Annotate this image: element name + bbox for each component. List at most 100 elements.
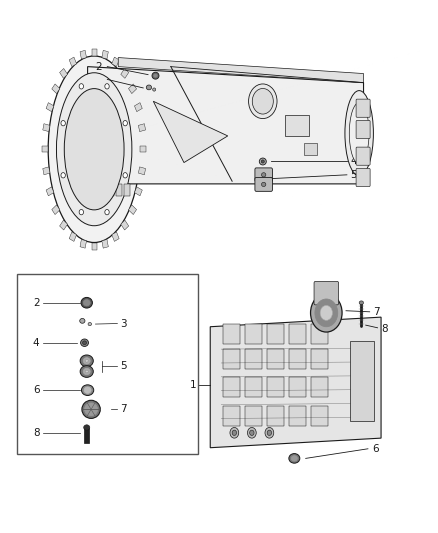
Ellipse shape: [261, 182, 266, 187]
Bar: [285, 115, 309, 136]
Ellipse shape: [152, 88, 155, 91]
FancyArrowPatch shape: [124, 224, 125, 225]
Text: 3: 3: [120, 319, 127, 329]
Polygon shape: [52, 205, 60, 215]
Text: 1: 1: [190, 380, 196, 390]
Ellipse shape: [85, 370, 88, 373]
Polygon shape: [121, 220, 129, 230]
Polygon shape: [52, 84, 60, 94]
Ellipse shape: [247, 427, 256, 438]
Ellipse shape: [232, 430, 237, 435]
Bar: [245, 406, 262, 426]
Ellipse shape: [105, 84, 109, 89]
Polygon shape: [134, 103, 142, 111]
Text: 8: 8: [381, 324, 388, 334]
Ellipse shape: [83, 358, 90, 364]
Ellipse shape: [82, 400, 100, 418]
Text: 5: 5: [350, 170, 357, 180]
Bar: [223, 406, 240, 426]
Text: 4: 4: [350, 157, 357, 166]
Bar: [311, 349, 328, 369]
Ellipse shape: [267, 430, 272, 435]
Bar: [17, 274, 198, 454]
Polygon shape: [69, 57, 77, 67]
Polygon shape: [69, 232, 77, 241]
Bar: [267, 406, 284, 426]
Ellipse shape: [80, 318, 85, 323]
Ellipse shape: [261, 160, 265, 163]
Polygon shape: [118, 58, 364, 83]
Ellipse shape: [79, 209, 84, 215]
Ellipse shape: [80, 355, 93, 367]
Bar: [245, 349, 262, 369]
Polygon shape: [80, 50, 86, 59]
Polygon shape: [43, 167, 50, 175]
Bar: [116, 184, 122, 196]
Ellipse shape: [81, 297, 92, 308]
Bar: [84, 428, 89, 443]
Bar: [223, 349, 240, 369]
FancyArrowPatch shape: [63, 224, 64, 225]
Text: 3: 3: [95, 75, 102, 84]
Bar: [289, 406, 306, 426]
Polygon shape: [42, 146, 48, 152]
Ellipse shape: [152, 72, 159, 79]
Text: 6: 6: [372, 444, 379, 454]
Bar: [100, 184, 106, 196]
Ellipse shape: [289, 454, 300, 463]
Polygon shape: [92, 49, 97, 56]
Ellipse shape: [82, 341, 87, 345]
Ellipse shape: [230, 427, 239, 438]
Ellipse shape: [123, 120, 127, 126]
Bar: [77, 184, 83, 196]
Polygon shape: [134, 187, 142, 196]
Bar: [289, 377, 306, 397]
FancyBboxPatch shape: [255, 168, 272, 182]
Bar: [267, 349, 284, 369]
Ellipse shape: [80, 366, 93, 377]
Polygon shape: [112, 57, 119, 67]
Ellipse shape: [320, 305, 332, 320]
FancyBboxPatch shape: [356, 147, 370, 165]
Ellipse shape: [261, 173, 266, 177]
FancyArrowPatch shape: [132, 209, 133, 210]
FancyBboxPatch shape: [356, 168, 370, 187]
Ellipse shape: [252, 88, 273, 114]
Ellipse shape: [315, 299, 338, 327]
Ellipse shape: [61, 173, 65, 178]
Ellipse shape: [123, 173, 127, 178]
Bar: [245, 324, 262, 344]
Polygon shape: [88, 67, 364, 184]
Polygon shape: [102, 239, 108, 248]
FancyArrowPatch shape: [132, 88, 133, 89]
Ellipse shape: [64, 88, 124, 210]
Text: 5: 5: [120, 361, 127, 371]
Polygon shape: [210, 317, 381, 448]
Ellipse shape: [84, 387, 91, 393]
Ellipse shape: [85, 359, 88, 362]
Text: 2: 2: [95, 62, 102, 71]
Polygon shape: [46, 103, 54, 111]
FancyBboxPatch shape: [255, 177, 272, 191]
Ellipse shape: [79, 84, 84, 89]
Text: 6: 6: [33, 385, 39, 395]
Bar: [223, 324, 240, 344]
Bar: [304, 143, 317, 155]
Polygon shape: [153, 101, 228, 163]
Bar: [267, 324, 284, 344]
FancyBboxPatch shape: [314, 281, 339, 305]
Ellipse shape: [61, 120, 65, 126]
Bar: [350, 341, 374, 421]
Ellipse shape: [291, 456, 297, 461]
Ellipse shape: [105, 209, 109, 215]
Ellipse shape: [81, 385, 94, 395]
Polygon shape: [102, 50, 108, 59]
Bar: [245, 377, 262, 397]
Ellipse shape: [81, 339, 88, 346]
Ellipse shape: [83, 300, 90, 306]
Ellipse shape: [259, 158, 266, 165]
Polygon shape: [60, 220, 67, 230]
Bar: [289, 324, 306, 344]
Polygon shape: [60, 68, 67, 78]
Ellipse shape: [146, 85, 152, 90]
